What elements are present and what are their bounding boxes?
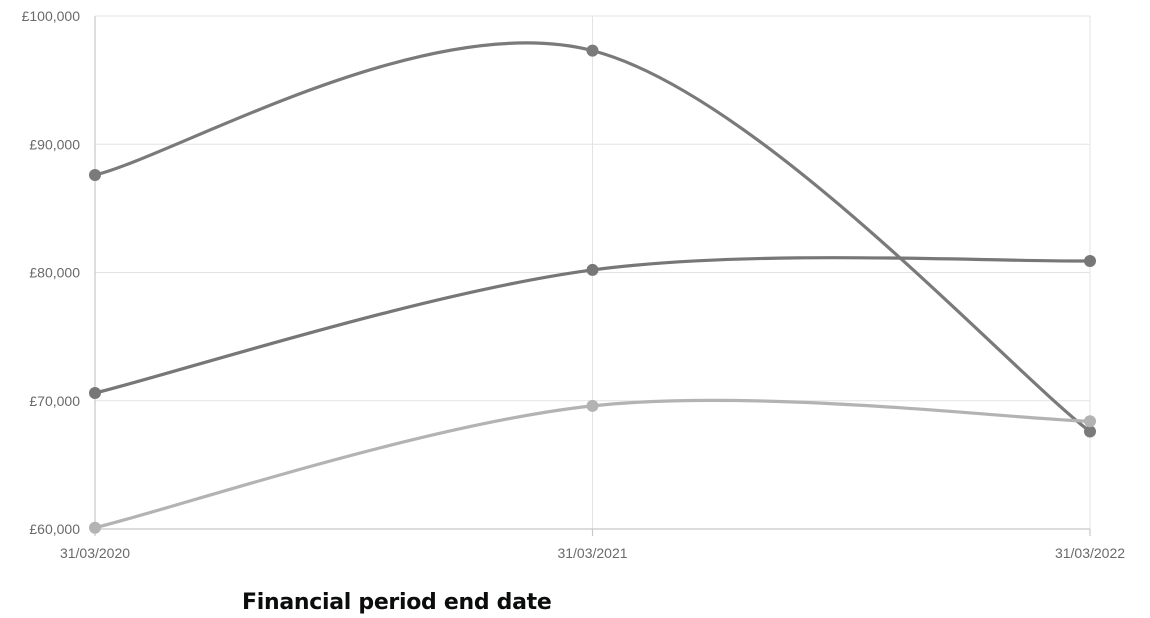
y-tick-label: £60,000 [29,521,80,537]
data-point[interactable] [1084,415,1096,428]
data-point[interactable] [1084,425,1096,438]
data-point[interactable] [89,169,101,182]
y-axis-ticks: £60,000 £70,000 £80,000 £90,000 £100,000 [22,8,81,537]
x-axis-title: Financial period end date [242,590,551,615]
data-point[interactable] [586,399,599,412]
data-point[interactable] [89,521,101,534]
chart-points [89,44,1096,534]
data-point[interactable] [586,263,599,276]
y-tick-label: £70,000 [29,393,80,409]
data-point[interactable] [586,44,599,57]
x-tick-label: 31/03/2021 [557,545,627,561]
y-tick-label: £80,000 [29,265,80,281]
x-tick-label: 31/03/2022 [1055,545,1125,561]
y-tick-label: £100,000 [22,8,81,24]
data-point[interactable] [1084,254,1096,267]
x-axis-ticks: 31/03/2020 31/03/2021 31/03/2022 [60,545,1125,561]
data-point[interactable] [89,387,101,400]
y-tick-label: £90,000 [29,136,80,152]
x-tick-label: 31/03/2020 [60,545,130,561]
